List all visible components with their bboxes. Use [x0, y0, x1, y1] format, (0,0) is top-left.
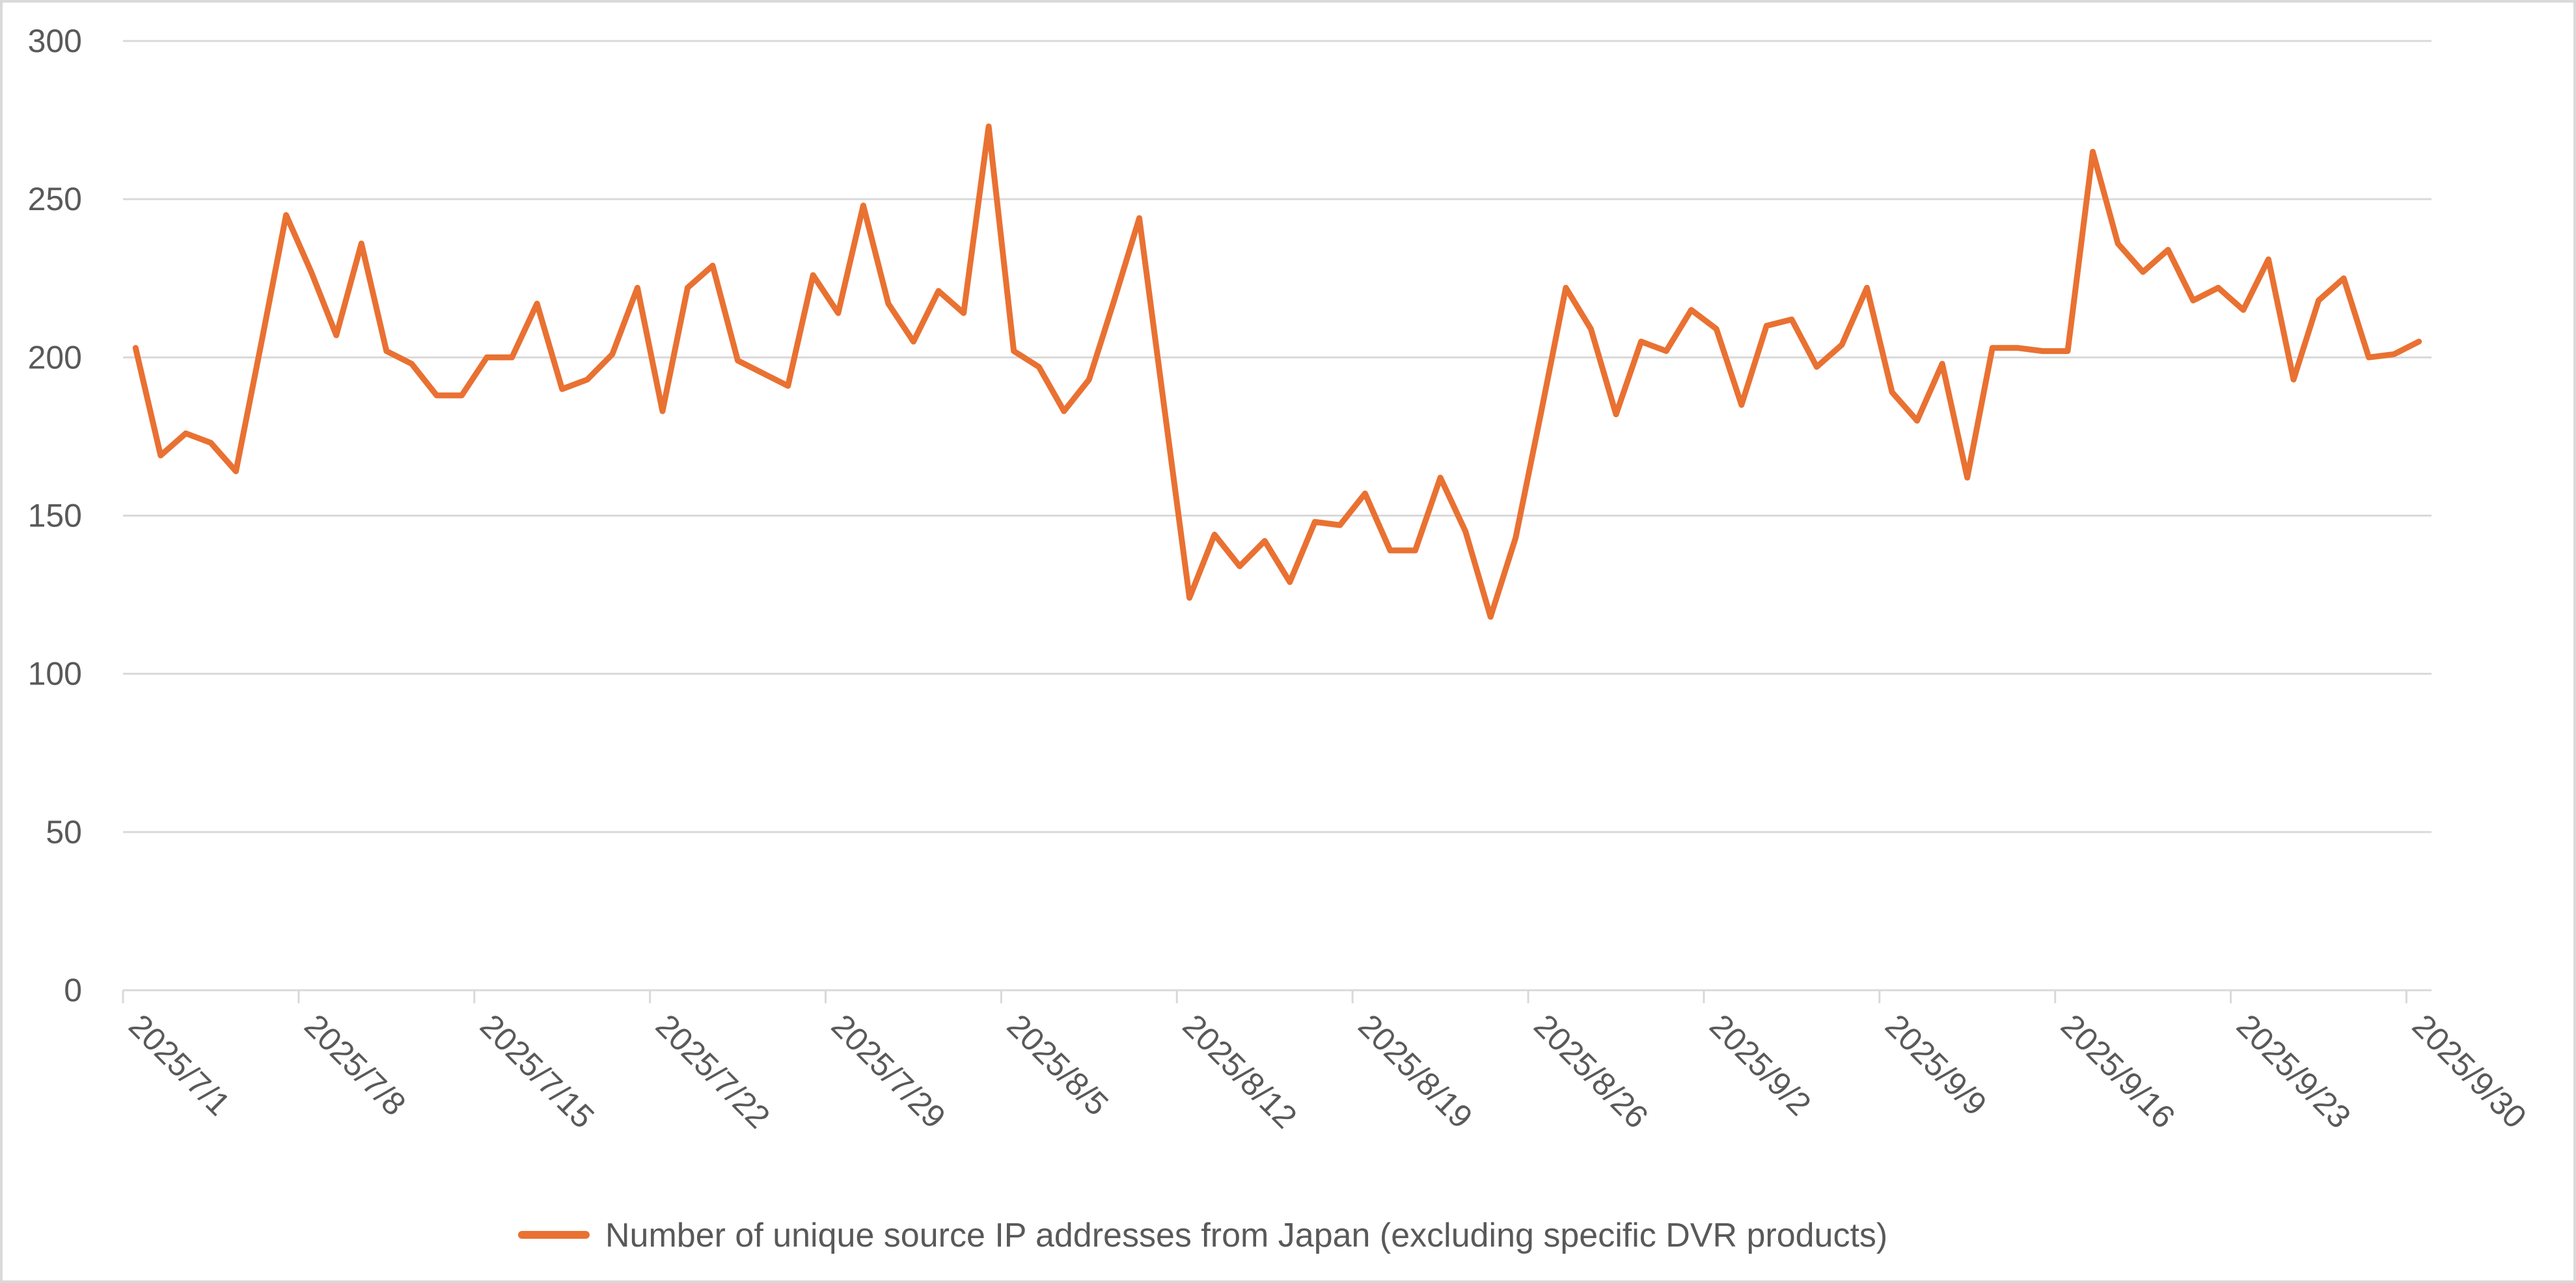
legend-label: Number of unique source IP addresses fro…: [605, 1217, 1887, 1254]
y-tick-label: 0: [64, 972, 82, 1008]
y-tick-label: 50: [46, 814, 82, 850]
y-axis: 0 50 100 150 200 250 300: [28, 23, 82, 1008]
y-tick-label: 200: [28, 339, 82, 375]
series-line: [132, 123, 2422, 620]
y-tick-label: 250: [28, 181, 82, 217]
legend: Number of unique source IP addresses fro…: [518, 1217, 1887, 1254]
y-tick-label: 150: [28, 498, 82, 534]
series-layer: [132, 123, 2422, 620]
y-tick-label: 300: [28, 23, 82, 59]
y-tick-label: 100: [28, 656, 82, 692]
gridlines: [123, 40, 2432, 833]
